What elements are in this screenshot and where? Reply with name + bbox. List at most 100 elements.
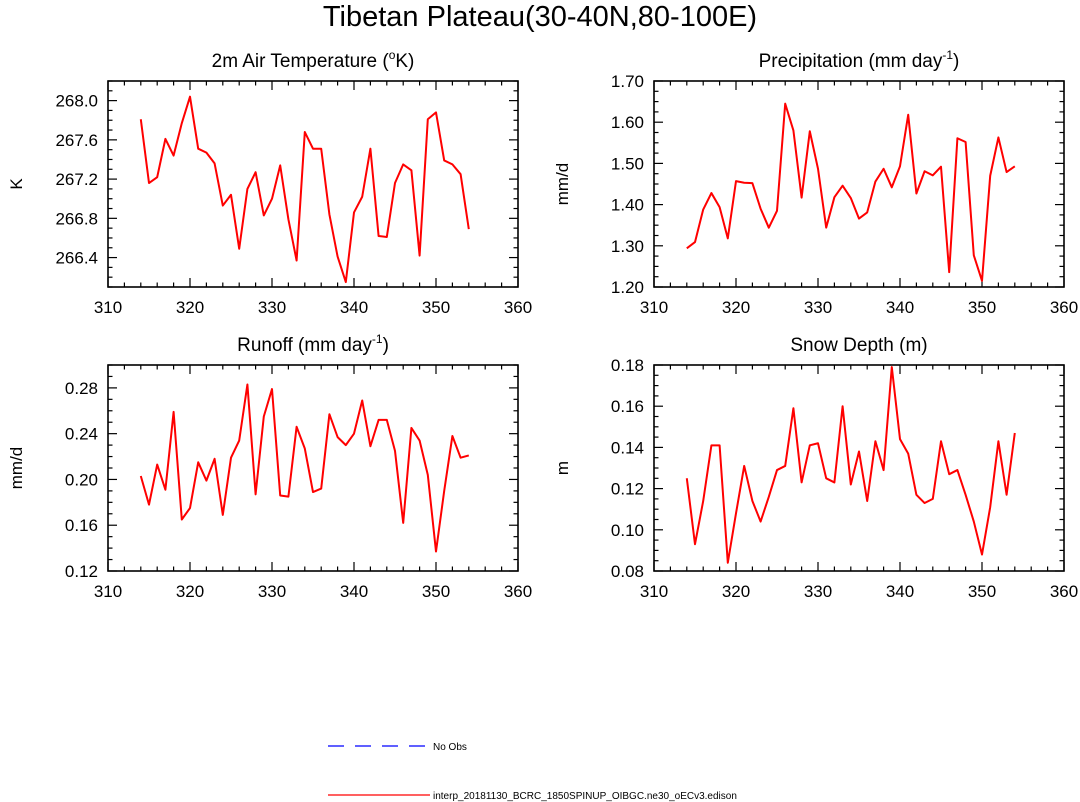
data-point (164, 489, 166, 491)
data-point (238, 248, 240, 250)
data-point (189, 96, 191, 98)
data-point (443, 159, 445, 161)
data-point (279, 494, 281, 496)
x-tick-label: 310 (640, 582, 668, 601)
data-point (899, 165, 901, 167)
panel-title-main: Runoff (mm day (237, 335, 372, 356)
data-point (694, 241, 696, 243)
data-point (205, 480, 207, 482)
panel-title: 2m Air Temperature (oK) (212, 48, 415, 72)
data-point (760, 208, 762, 210)
data-point (304, 448, 306, 450)
data-point (858, 218, 860, 220)
data-point (702, 500, 704, 502)
data-point (222, 514, 224, 516)
data-point (973, 254, 975, 256)
plot-frame (653, 80, 1065, 288)
data-point (140, 475, 142, 477)
data-point (973, 521, 975, 523)
data-point (271, 388, 273, 390)
y-tick-label: 267.2 (55, 170, 98, 189)
y-tick-label: 0.10 (611, 521, 644, 540)
data-point (686, 477, 688, 479)
data-point (320, 148, 322, 150)
data-point (702, 209, 704, 211)
series-line (139, 95, 470, 284)
data-point (694, 543, 696, 545)
data-point (981, 554, 983, 556)
data-point (768, 227, 770, 229)
x-tick-label: 350 (968, 582, 996, 601)
data-point (915, 494, 917, 496)
data-point (296, 426, 298, 428)
data-point (710, 192, 712, 194)
data-point (874, 440, 876, 442)
data-point (214, 458, 216, 460)
data-point (460, 457, 462, 459)
data-point (410, 427, 412, 429)
data-point (181, 122, 183, 124)
data-point (743, 465, 745, 467)
data-point (883, 168, 885, 170)
data-point (279, 164, 281, 166)
x-tick-label: 350 (422, 298, 450, 317)
data-point (735, 180, 737, 182)
chart-panel: Runoff (mm day-1) mm/d 310 320 330 340 350 360 0… (7, 332, 532, 601)
chart-panel: Precipitation (mm day-1) mm/d 310 320 330 340… (553, 48, 1078, 317)
legend: No Obs interp_20181130_BCRC_1850SPINUP_O… (328, 742, 737, 802)
x-tick-label: 320 (722, 582, 750, 601)
y-axis-label: m (553, 461, 572, 475)
data-point (924, 502, 926, 504)
data-point (246, 188, 248, 190)
data-point (858, 451, 860, 453)
data-point (345, 444, 347, 446)
panel-title-superscript: -1 (372, 332, 383, 346)
data-point (1014, 432, 1016, 434)
data-point (164, 138, 166, 140)
data-point (378, 419, 380, 421)
data-point (255, 493, 257, 495)
panel-title: Snow Depth (m) (790, 335, 927, 356)
x-tick-label: 320 (176, 298, 204, 317)
data-point (320, 488, 322, 490)
data-point (784, 465, 786, 467)
data-point (792, 407, 794, 409)
data-point (427, 474, 429, 476)
plot-frame (107, 80, 519, 288)
y-axis-label: mm/d (7, 447, 26, 490)
legend-model-label: interp_20181130_BCRC_1850SPINUP_OIBGC.ne… (433, 791, 737, 802)
data-point (460, 173, 462, 175)
data-point (932, 174, 934, 176)
data-point (825, 477, 827, 479)
data-point (719, 206, 721, 208)
x-tick-label: 360 (504, 582, 532, 601)
data-point (924, 170, 926, 172)
data-point (443, 490, 445, 492)
data-point (989, 506, 991, 508)
x-tick-label: 330 (804, 582, 832, 601)
y-tick-label: 0.16 (611, 397, 644, 416)
panel-title: Precipitation (mm day-1) (759, 48, 960, 72)
data-point (1006, 171, 1008, 173)
data-point (850, 197, 852, 199)
x-tick-label: 340 (886, 298, 914, 317)
data-point (386, 236, 388, 238)
data-point (238, 440, 240, 442)
data-point (948, 473, 950, 475)
x-tick-label: 330 (258, 582, 286, 601)
data-point (842, 405, 844, 407)
data-point (205, 152, 207, 154)
data-point (891, 366, 893, 368)
data-point (394, 450, 396, 452)
data-point (468, 454, 470, 456)
data-point (271, 198, 273, 200)
data-point (899, 438, 901, 440)
panel-title-main: 2m Air Temperature ( (212, 51, 390, 72)
data-point (222, 205, 224, 207)
x-tick-label: 310 (94, 298, 122, 317)
x-tick-label: 310 (640, 298, 668, 317)
data-point (173, 155, 175, 157)
data-point (230, 457, 232, 459)
x-tick-label: 330 (258, 298, 286, 317)
plot-frame (107, 364, 519, 572)
